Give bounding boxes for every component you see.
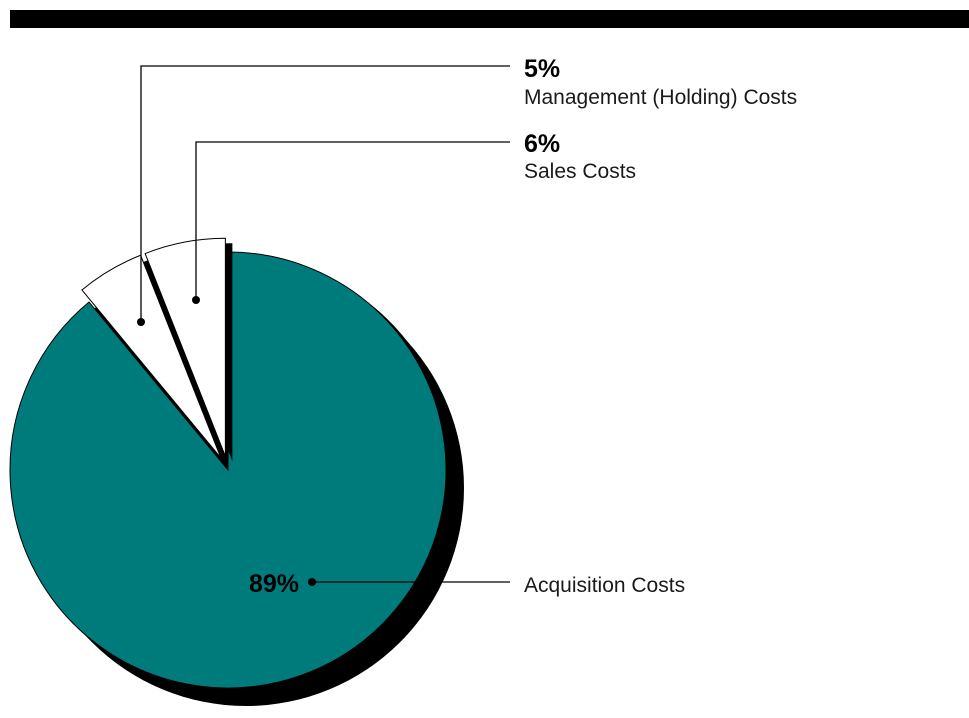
slice-pct-label-acquisition: 89% (249, 570, 299, 598)
slice-pct-label-sales: 6% (524, 130, 560, 158)
leader-line-layer (137, 65, 510, 586)
pie-slice-layer (9, 237, 454, 693)
leader-line-management (140, 65, 510, 322)
slice-acquisition-costs (9, 251, 447, 689)
slice-name-label-acquisition: Acquisition Costs (524, 574, 685, 597)
leader-line-sales (195, 141, 510, 300)
header-bar (10, 10, 969, 28)
slice-sales-costs (144, 237, 226, 457)
slice-name-label-management: Management (Holding) Costs (524, 86, 797, 109)
label-layer: 5% Management (Holding) Costs 6% Sales C… (249, 55, 797, 598)
slice-pct-label-management: 5% (524, 55, 560, 83)
slice-name-label-sales: Sales Costs (524, 160, 636, 183)
